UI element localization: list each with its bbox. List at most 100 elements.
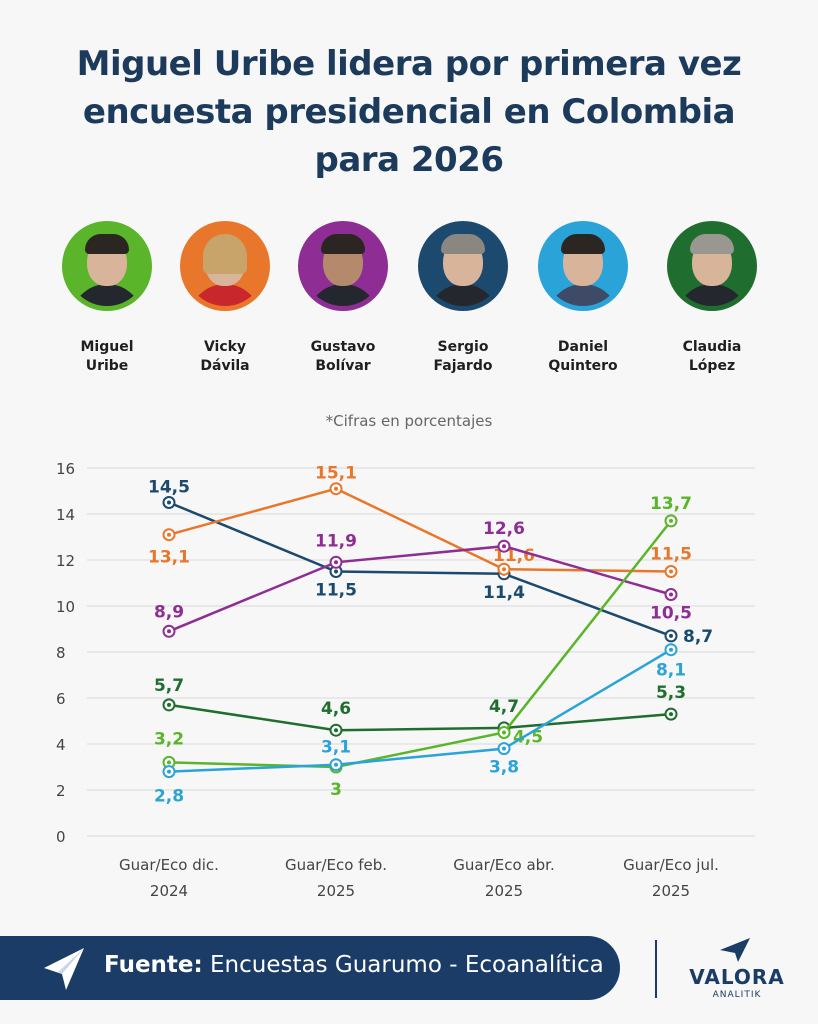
x-tick-label: Guar/Eco dic. bbox=[119, 856, 219, 874]
candidate-name: Claudia López bbox=[682, 339, 742, 374]
data-point-center bbox=[334, 486, 338, 491]
y-tick-label: 4 bbox=[56, 736, 66, 754]
data-point-center bbox=[167, 629, 171, 634]
brand-subtitle: ANALITIK bbox=[712, 990, 762, 1000]
x-tick-label: 2025 bbox=[485, 882, 523, 900]
data-point-center bbox=[167, 500, 171, 505]
data-point-center bbox=[502, 730, 506, 735]
y-tick-label: 12 bbox=[56, 552, 75, 570]
data-point-center bbox=[502, 746, 506, 751]
series-line bbox=[168, 501, 672, 638]
data-point-center bbox=[167, 532, 171, 537]
data-point-center bbox=[669, 633, 673, 638]
y-tick-label: 14 bbox=[56, 506, 75, 524]
candidate-miguel-uribe: Miguel Uribe bbox=[52, 221, 162, 376]
x-tick-label: Guar/Eco jul. bbox=[623, 856, 719, 874]
series-line bbox=[168, 544, 672, 633]
y-tick-label: 16 bbox=[56, 460, 75, 478]
candidate-vicky-davila: Vicky Dávila bbox=[170, 221, 280, 376]
data-label: 14,5 bbox=[148, 478, 190, 498]
avatar-vicky-davila bbox=[180, 221, 270, 311]
y-tick-label: 10 bbox=[56, 598, 75, 616]
x-tick-label: 2025 bbox=[317, 882, 355, 900]
x-tick-label: Guar/Eco feb. bbox=[285, 856, 387, 874]
candidate-name: Miguel Uribe bbox=[80, 339, 134, 374]
data-label: 5,7 bbox=[154, 676, 184, 696]
avatar-gustavo-bolivar bbox=[298, 221, 388, 311]
data-label: 15,1 bbox=[315, 464, 357, 484]
series-line bbox=[168, 703, 672, 732]
data-label: 3,1 bbox=[321, 738, 351, 758]
data-label: 8,9 bbox=[154, 602, 184, 622]
valora-brand-icon bbox=[720, 938, 750, 962]
footer-divider bbox=[655, 940, 657, 998]
candidate-claudia-lopez: Claudia López bbox=[657, 221, 767, 376]
x-tick-label: 2025 bbox=[652, 882, 690, 900]
data-point-center bbox=[502, 544, 506, 549]
page-title: Miguel Uribe lidera por primera vez encu… bbox=[0, 40, 818, 184]
data-label: 3,8 bbox=[489, 758, 519, 778]
data-point-center bbox=[334, 569, 338, 574]
candidate-name: Daniel Quintero bbox=[548, 339, 618, 374]
data-label: 8,7 bbox=[683, 627, 713, 647]
footer-source: Fuente: Encuestas Guarumo - Ecoanalítica bbox=[104, 952, 604, 978]
data-label: 11,9 bbox=[315, 531, 357, 551]
title-line-1: Miguel Uribe lidera por primera vez bbox=[76, 44, 742, 84]
data-point-center bbox=[167, 769, 171, 774]
candidate-name: Sergio Fajardo bbox=[433, 339, 493, 374]
avatar-miguel-uribe bbox=[62, 221, 152, 311]
data-point-center bbox=[502, 567, 506, 572]
footer-bar bbox=[0, 936, 620, 1000]
data-point-center bbox=[334, 728, 338, 733]
series-line bbox=[168, 520, 672, 769]
data-point-center bbox=[669, 569, 673, 574]
avatar-claudia-lopez bbox=[667, 221, 757, 311]
data-label: 11,5 bbox=[650, 545, 692, 565]
valora-logo-icon bbox=[44, 948, 84, 990]
avatar-sergio-fajardo bbox=[418, 221, 508, 311]
footer-source-text: Encuestas Guarumo - Ecoanalítica bbox=[202, 952, 604, 978]
data-point-center bbox=[669, 647, 673, 652]
data-point-center bbox=[669, 712, 673, 717]
data-label: 11,5 bbox=[315, 581, 357, 601]
data-label: 4,5 bbox=[513, 728, 543, 748]
title-line-2: encuesta presidencial en Colombia bbox=[82, 92, 736, 132]
chart-note: *Cifras en porcentajes bbox=[325, 412, 493, 430]
candidate-gustavo-bolivar: Gustavo Bolívar bbox=[288, 221, 398, 376]
avatar-daniel-quintero bbox=[538, 221, 628, 311]
y-tick-label: 8 bbox=[56, 644, 66, 662]
candidate-name: Vicky Dávila bbox=[200, 339, 250, 374]
data-label: 13,1 bbox=[148, 548, 190, 568]
data-point-center bbox=[167, 702, 171, 707]
data-point-center bbox=[669, 518, 673, 523]
candidate-sergio-fajardo: Sergio Fajardo bbox=[408, 221, 518, 376]
candidate-name: Gustavo Bolívar bbox=[310, 339, 376, 374]
candidate-legend: Miguel Uribe Vicky Dávila Gustavo Bolíva… bbox=[0, 221, 818, 391]
data-label: 12,6 bbox=[483, 519, 525, 539]
data-label: 3,2 bbox=[154, 729, 184, 749]
data-label: 4,6 bbox=[321, 699, 351, 719]
y-tick-label: 6 bbox=[56, 690, 66, 708]
footer-source-label: Fuente: bbox=[104, 952, 203, 978]
data-label: 10,5 bbox=[650, 604, 692, 624]
brand-name: VALORA bbox=[689, 965, 785, 989]
data-label: 8,1 bbox=[656, 661, 686, 681]
x-tick-label: Guar/Eco abr. bbox=[453, 856, 554, 874]
data-point-center bbox=[669, 592, 673, 597]
data-label: 3 bbox=[330, 780, 342, 800]
candidate-daniel-quintero: Daniel Quintero bbox=[528, 221, 638, 376]
line-chart: 0 2 4 6 8 10 12 14 16 Guar/Eco dic. 2024 Guar/Eco f… bbox=[56, 460, 755, 900]
title-line-3: para 2026 bbox=[314, 140, 504, 180]
series-line bbox=[168, 487, 672, 573]
x-tick-label: 2024 bbox=[150, 882, 188, 900]
data-point-center bbox=[334, 762, 338, 767]
data-point-center bbox=[167, 760, 171, 765]
data-label: 13,7 bbox=[650, 494, 692, 514]
data-label: 5,3 bbox=[656, 683, 686, 703]
data-label: 11,4 bbox=[483, 583, 525, 603]
series-line bbox=[168, 648, 672, 773]
data-label: 4,7 bbox=[489, 697, 519, 717]
y-tick-label: 0 bbox=[56, 828, 66, 846]
y-tick-label: 2 bbox=[56, 782, 66, 800]
data-label: 2,8 bbox=[154, 787, 184, 807]
